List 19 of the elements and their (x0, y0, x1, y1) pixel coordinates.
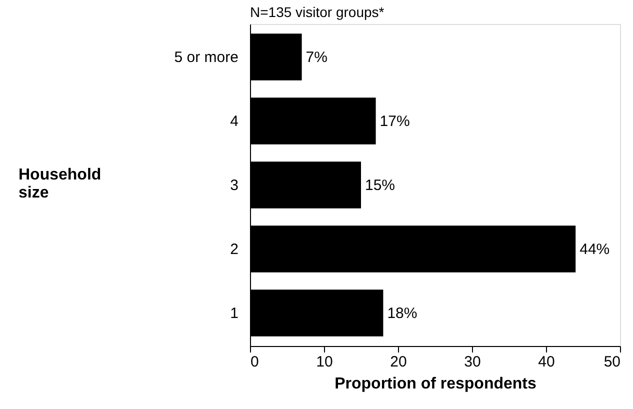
y-tick-label: 3 (230, 177, 238, 194)
y-tick-label: 5 or more (174, 48, 238, 66)
y-tick-label: 1 (230, 305, 238, 322)
x-axis-title: Proportion of respondents (334, 376, 536, 392)
y-tick-label: 2 (230, 241, 238, 258)
x-tick-label: 40 (538, 354, 555, 370)
data-label: 7% (306, 48, 328, 66)
x-tick-label: 30 (464, 354, 481, 370)
data-label: 17% (380, 112, 410, 130)
y-axis-title: Household size (18, 166, 102, 202)
x-tick-label: 0 (250, 354, 259, 370)
chart-title: N=135 visitor groups* (250, 4, 385, 20)
data-label: 44% (580, 241, 610, 258)
data-label: 18% (387, 305, 418, 322)
y-tick-label: 4 (230, 112, 238, 130)
x-tick-label: 20 (390, 354, 407, 370)
x-tick-label: 10 (316, 354, 333, 370)
data-label: 15% (365, 177, 396, 194)
x-tick-label: 50 (604, 354, 620, 370)
